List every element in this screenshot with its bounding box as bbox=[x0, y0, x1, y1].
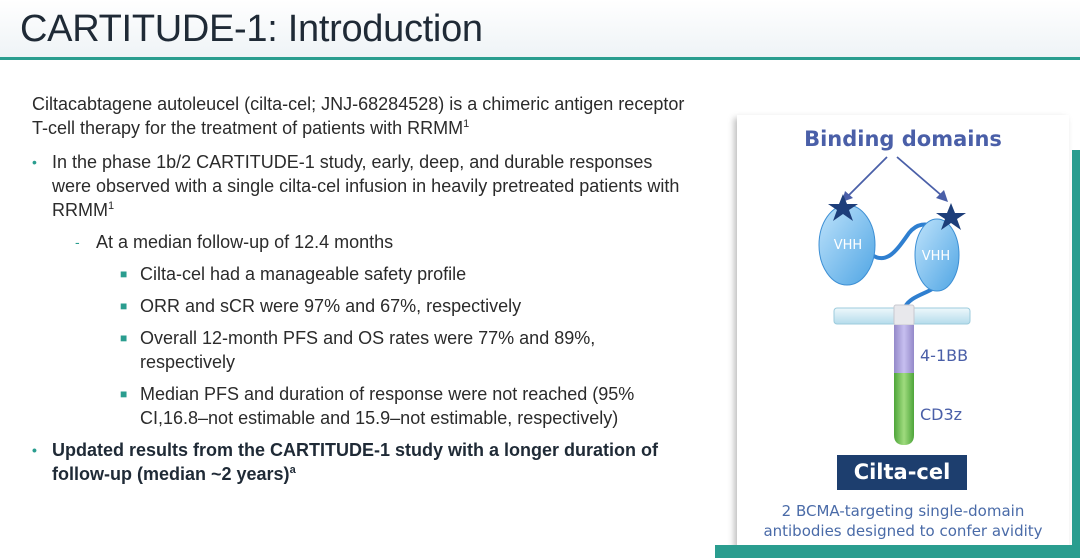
costim-label: 4-1BB bbox=[920, 346, 968, 365]
signal-label: CD3z bbox=[920, 405, 962, 424]
bullet-marker: • bbox=[32, 442, 37, 458]
caption-line-2: antibodies designed to confer avidity bbox=[763, 522, 1043, 540]
star-icon bbox=[936, 203, 966, 230]
caption-line-1: 2 BCMA-targeting single-domain bbox=[781, 502, 1025, 520]
bullet-reference: a bbox=[289, 464, 296, 476]
product-name-box: Cilta-cel bbox=[837, 455, 967, 490]
vhh-domain-right bbox=[914, 218, 960, 292]
arrow-right bbox=[896, 156, 942, 196]
result-item-safety: ■ Cilta-cel had a manageable safety prof… bbox=[32, 262, 692, 286]
result-text: Overall 12-month PFS and OS rates were 7… bbox=[140, 328, 596, 372]
intro-paragraph: Ciltacabtagene autoleucel (cilta-cel; JN… bbox=[32, 92, 692, 140]
result-text: ORR and sCR were 97% and 67%, respective… bbox=[140, 296, 522, 316]
costim-segment-4-1bb bbox=[894, 325, 914, 373]
car-t-construct-diagram: VHH VHH 4-1BB CD3z bbox=[818, 156, 971, 445]
subbullet-text: At a median follow-up of 12.4 months bbox=[96, 232, 394, 252]
bullet-reference: 1 bbox=[108, 200, 115, 212]
square-bullet-marker: ■ bbox=[120, 387, 128, 401]
bullet-text: Updated results from the CARTITUDE-1 stu… bbox=[52, 440, 659, 484]
intro-text: Ciltacabtagene autoleucel (cilta-cel; JN… bbox=[32, 94, 685, 138]
result-item-median-pfs: ■ Median PFS and duration of response we… bbox=[32, 382, 692, 430]
title-divider bbox=[0, 57, 1080, 60]
subbullet-follow-up: - At a median follow-up of 12.4 months bbox=[32, 230, 692, 254]
figure-heading: Binding domains bbox=[804, 127, 1002, 151]
main-content: Ciltacabtagene autoleucel (cilta-cel; JN… bbox=[32, 92, 692, 494]
panel-accent-edge bbox=[1072, 150, 1080, 558]
square-bullet-marker: ■ bbox=[120, 299, 128, 313]
bullet-phase-study: • In the phase 1b/2 CARTITUDE-1 study, e… bbox=[32, 150, 692, 222]
arrow-left bbox=[848, 156, 888, 196]
vhh-label-right: VHH bbox=[922, 249, 950, 264]
figure-panel: Binding domains bbox=[737, 115, 1069, 547]
intro-reference: 1 bbox=[463, 118, 470, 130]
transmembrane-stalk bbox=[893, 304, 915, 326]
signal-segment-cd3z bbox=[894, 373, 914, 445]
title-bar: CARTITUDE-1: Introduction bbox=[0, 0, 1080, 58]
result-item-response-rates: ■ ORR and sCR were 97% and 67%, respecti… bbox=[32, 294, 692, 318]
bullet-marker: • bbox=[32, 154, 37, 170]
panel-accent-bottom bbox=[715, 545, 1080, 558]
square-bullet-marker: ■ bbox=[120, 267, 128, 281]
bullet-text: In the phase 1b/2 CARTITUDE-1 study, ear… bbox=[52, 152, 680, 220]
arrow-head-right bbox=[936, 190, 948, 202]
vhh-label-left: VHH bbox=[834, 238, 862, 253]
result-item-survival-rates: ■ Overall 12-month PFS and OS rates were… bbox=[32, 326, 692, 374]
bullet-updated-results: • Updated results from the CARTITUDE-1 s… bbox=[32, 438, 692, 486]
result-text: Cilta-cel had a manageable safety profil… bbox=[140, 264, 467, 284]
square-bullet-marker: ■ bbox=[120, 331, 128, 345]
figure-caption: 2 BCMA-targeting single-domain antibodie… bbox=[737, 501, 1069, 541]
result-text: Median PFS and duration of response were… bbox=[140, 384, 635, 428]
subbullet-marker: - bbox=[75, 234, 80, 250]
star-icon bbox=[828, 194, 858, 221]
page-title: CARTITUDE-1: Introduction bbox=[20, 8, 483, 50]
